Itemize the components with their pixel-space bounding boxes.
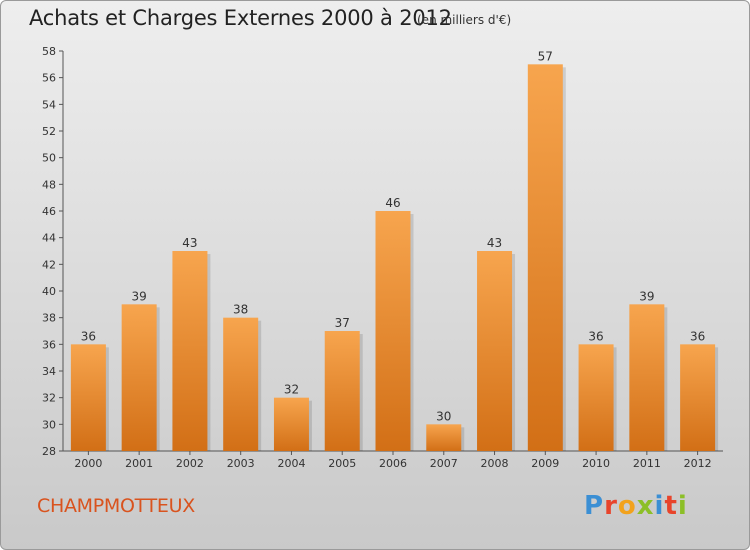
x-tick-label-2008: 2008 <box>481 457 509 470</box>
chart-title: Achats et Charges Externes 2000 à 2012 <box>29 6 452 30</box>
commune-name: CHAMPMOTTEUX <box>37 495 195 517</box>
bar-2005 <box>324 331 360 451</box>
data-label-2006: 46 <box>385 196 400 210</box>
y-tick-label: 38 <box>42 312 56 325</box>
logo-letter: i <box>677 491 688 521</box>
y-tick-label: 42 <box>42 258 56 271</box>
bar-2007 <box>426 424 462 451</box>
y-tick-label: 56 <box>42 72 56 85</box>
data-label-2004: 32 <box>284 383 299 397</box>
bar-2002 <box>172 251 208 451</box>
y-tick-label: 32 <box>42 392 56 405</box>
bar-2003 <box>223 317 259 451</box>
logo-letter: P <box>584 491 605 521</box>
bar-2001 <box>121 304 157 451</box>
y-tick-label: 30 <box>42 418 56 431</box>
bar-2004 <box>273 397 309 451</box>
data-label-2002: 43 <box>182 236 197 250</box>
x-tick-label-2006: 2006 <box>379 457 407 470</box>
logo-letter: r <box>604 491 618 521</box>
x-tick-label-2001: 2001 <box>125 457 153 470</box>
data-label-2001: 39 <box>132 289 147 303</box>
data-label-2007: 30 <box>436 409 451 423</box>
x-tick-label-2002: 2002 <box>176 457 204 470</box>
data-label-2008: 43 <box>487 236 502 250</box>
y-tick-label: 44 <box>42 232 56 245</box>
y-tick-label: 40 <box>42 285 56 298</box>
bar-2012 <box>680 344 716 451</box>
x-tick-label-2004: 2004 <box>277 457 305 470</box>
logo-letter: x <box>636 491 655 521</box>
bar-2006 <box>375 211 411 451</box>
data-label-2009: 57 <box>538 49 553 63</box>
y-tick-label: 50 <box>42 152 56 165</box>
data-label-2005: 37 <box>335 316 350 330</box>
x-tick-label-2003: 2003 <box>227 457 255 470</box>
x-tick-label-2007: 2007 <box>430 457 458 470</box>
y-tick-label: 52 <box>42 125 56 138</box>
x-tick-label-2012: 2012 <box>684 457 712 470</box>
data-label-2012: 36 <box>690 329 705 343</box>
bar-2010 <box>578 344 614 451</box>
y-tick-label: 58 <box>42 45 56 58</box>
y-tick-label: 28 <box>42 445 56 458</box>
y-tick-label: 34 <box>42 365 56 378</box>
bar-2008 <box>477 251 513 451</box>
bar-2009 <box>527 64 563 452</box>
data-label-2003: 38 <box>233 303 248 317</box>
y-tick-label: 36 <box>42 338 56 351</box>
data-label-2010: 36 <box>588 329 603 343</box>
y-tick-label: 48 <box>42 178 56 191</box>
x-tick-label-2010: 2010 <box>582 457 610 470</box>
x-tick-label-2005: 2005 <box>328 457 356 470</box>
x-tick-label-2000: 2000 <box>74 457 102 470</box>
bar-2000 <box>70 344 106 451</box>
logo-letter: o <box>617 491 637 521</box>
proxiti-logo: Proxiti <box>584 491 688 521</box>
x-tick-label-2011: 2011 <box>633 457 661 470</box>
y-tick-label: 54 <box>42 98 56 111</box>
data-label-2000: 36 <box>81 329 96 343</box>
data-label-2011: 39 <box>639 289 654 303</box>
logo-letter: i <box>654 491 665 521</box>
x-tick-label-2009: 2009 <box>531 457 559 470</box>
chart-subtitle: (en milliers d'€) <box>417 13 512 27</box>
logo-letter: t <box>664 491 678 521</box>
bar-2011 <box>629 304 665 451</box>
y-tick-label: 46 <box>42 205 56 218</box>
